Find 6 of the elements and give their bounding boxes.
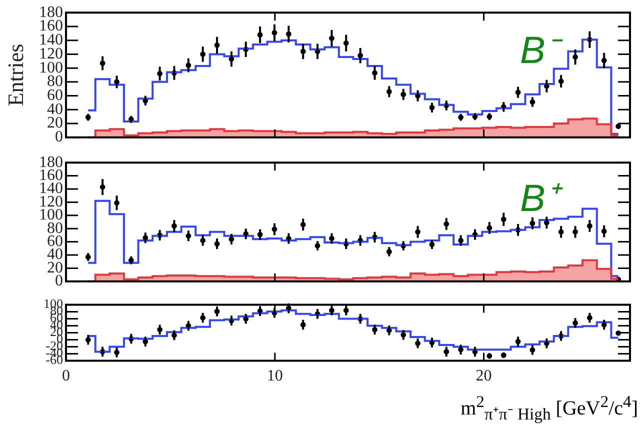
x-tick-label: 10 [266,368,283,385]
annotation: B⁻ [520,30,564,72]
x-axis-title: m$^{2}$$_{π⁺π⁻ High}$ [GeV$^{2}$/c$^{4}$] [460,392,638,424]
annotation: B⁺ [520,178,564,220]
y-axis-title: Entries [2,44,28,106]
x-tick-label: 20 [476,368,492,385]
